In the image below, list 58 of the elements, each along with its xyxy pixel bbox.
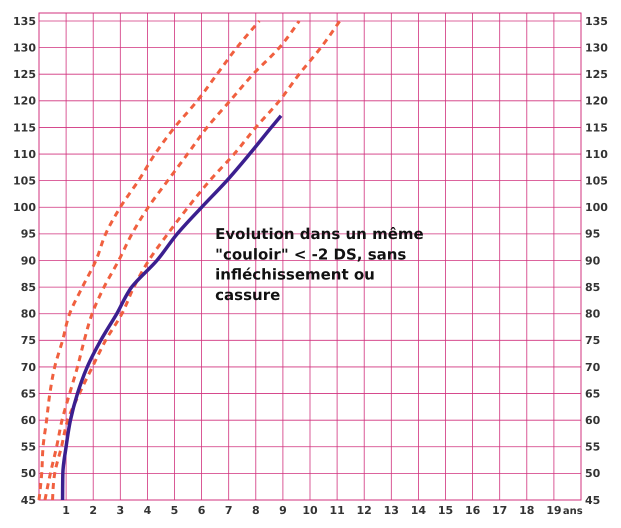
- y2-tick-label: 55: [585, 440, 600, 454]
- x-tick-label: 11: [329, 504, 345, 517]
- y2-tick-label: 130: [585, 41, 608, 54]
- y2-tick-label: 70: [585, 360, 601, 374]
- x-tick-label: 2: [89, 504, 98, 517]
- y2-tick-label: 60: [585, 414, 601, 428]
- y2-tick-label: 45: [585, 494, 600, 507]
- y-tick-label: 65: [20, 387, 36, 400]
- y-tick-label: 95: [20, 228, 36, 241]
- x-tick-label: 3: [116, 504, 124, 517]
- y-tick-label: 110: [13, 148, 36, 161]
- y-tick-label: 55: [20, 440, 36, 454]
- x-tick-label: 13: [384, 504, 399, 517]
- y-tick-label: 50: [20, 467, 36, 480]
- y-tick-label: 75: [20, 334, 36, 348]
- y2-tick-label: 105: [585, 174, 608, 188]
- y-tick-label: 85: [20, 280, 36, 294]
- y-tick-label: 105: [13, 174, 36, 188]
- x-tick-label: 17: [492, 504, 508, 517]
- y2-tick-label: 90: [585, 254, 601, 268]
- x-tick-label: 18: [519, 504, 534, 517]
- y-tick-label: 130: [13, 41, 36, 54]
- y-tick-label: 120: [13, 94, 36, 108]
- x-tick-label: 10: [302, 504, 318, 517]
- x-tick-label: 7: [224, 504, 233, 517]
- x-tick-label: 12: [356, 504, 372, 517]
- y-tick-label: 115: [13, 121, 36, 134]
- y2-tick-label: 110: [585, 148, 608, 161]
- x-axis-title: ans: [562, 506, 583, 517]
- x-tick-label: 4: [144, 504, 152, 517]
- y-tick-label: 45: [20, 494, 36, 507]
- x-tick-label: 9: [279, 504, 287, 517]
- y2-tick-label: 125: [585, 68, 608, 82]
- y-tick-label: 70: [20, 360, 36, 374]
- x-tick-label: 1: [62, 504, 70, 517]
- x-tick-label: 15: [438, 504, 454, 517]
- y-tick-label: 100: [13, 201, 36, 214]
- x-tick-label: 14: [410, 504, 426, 517]
- y2-tick-label: 135: [585, 14, 608, 28]
- y-tick-label: 80: [20, 308, 36, 321]
- y2-tick-label: 100: [585, 201, 608, 214]
- x-tick-label: 16: [464, 504, 481, 517]
- x-tick-label: 8: [252, 504, 260, 517]
- y-tick-label: 135: [13, 14, 36, 28]
- x-tick-label: 19: [546, 504, 562, 517]
- y-tick-label: 60: [20, 414, 36, 428]
- y2-tick-label: 115: [585, 121, 608, 134]
- y-tick-label: 125: [13, 68, 36, 82]
- y-tick-label: 90: [20, 254, 36, 268]
- y2-tick-label: 50: [585, 467, 601, 480]
- y2-tick-label: 120: [585, 94, 608, 108]
- y2-tick-label: 95: [585, 228, 600, 241]
- x-tick-label: 6: [198, 504, 206, 517]
- y2-tick-label: 65: [585, 387, 600, 400]
- y2-tick-label: 85: [585, 280, 600, 294]
- x-tick-label: 5: [170, 504, 178, 517]
- y2-tick-label: 75: [585, 334, 600, 348]
- y2-tick-label: 80: [585, 308, 601, 321]
